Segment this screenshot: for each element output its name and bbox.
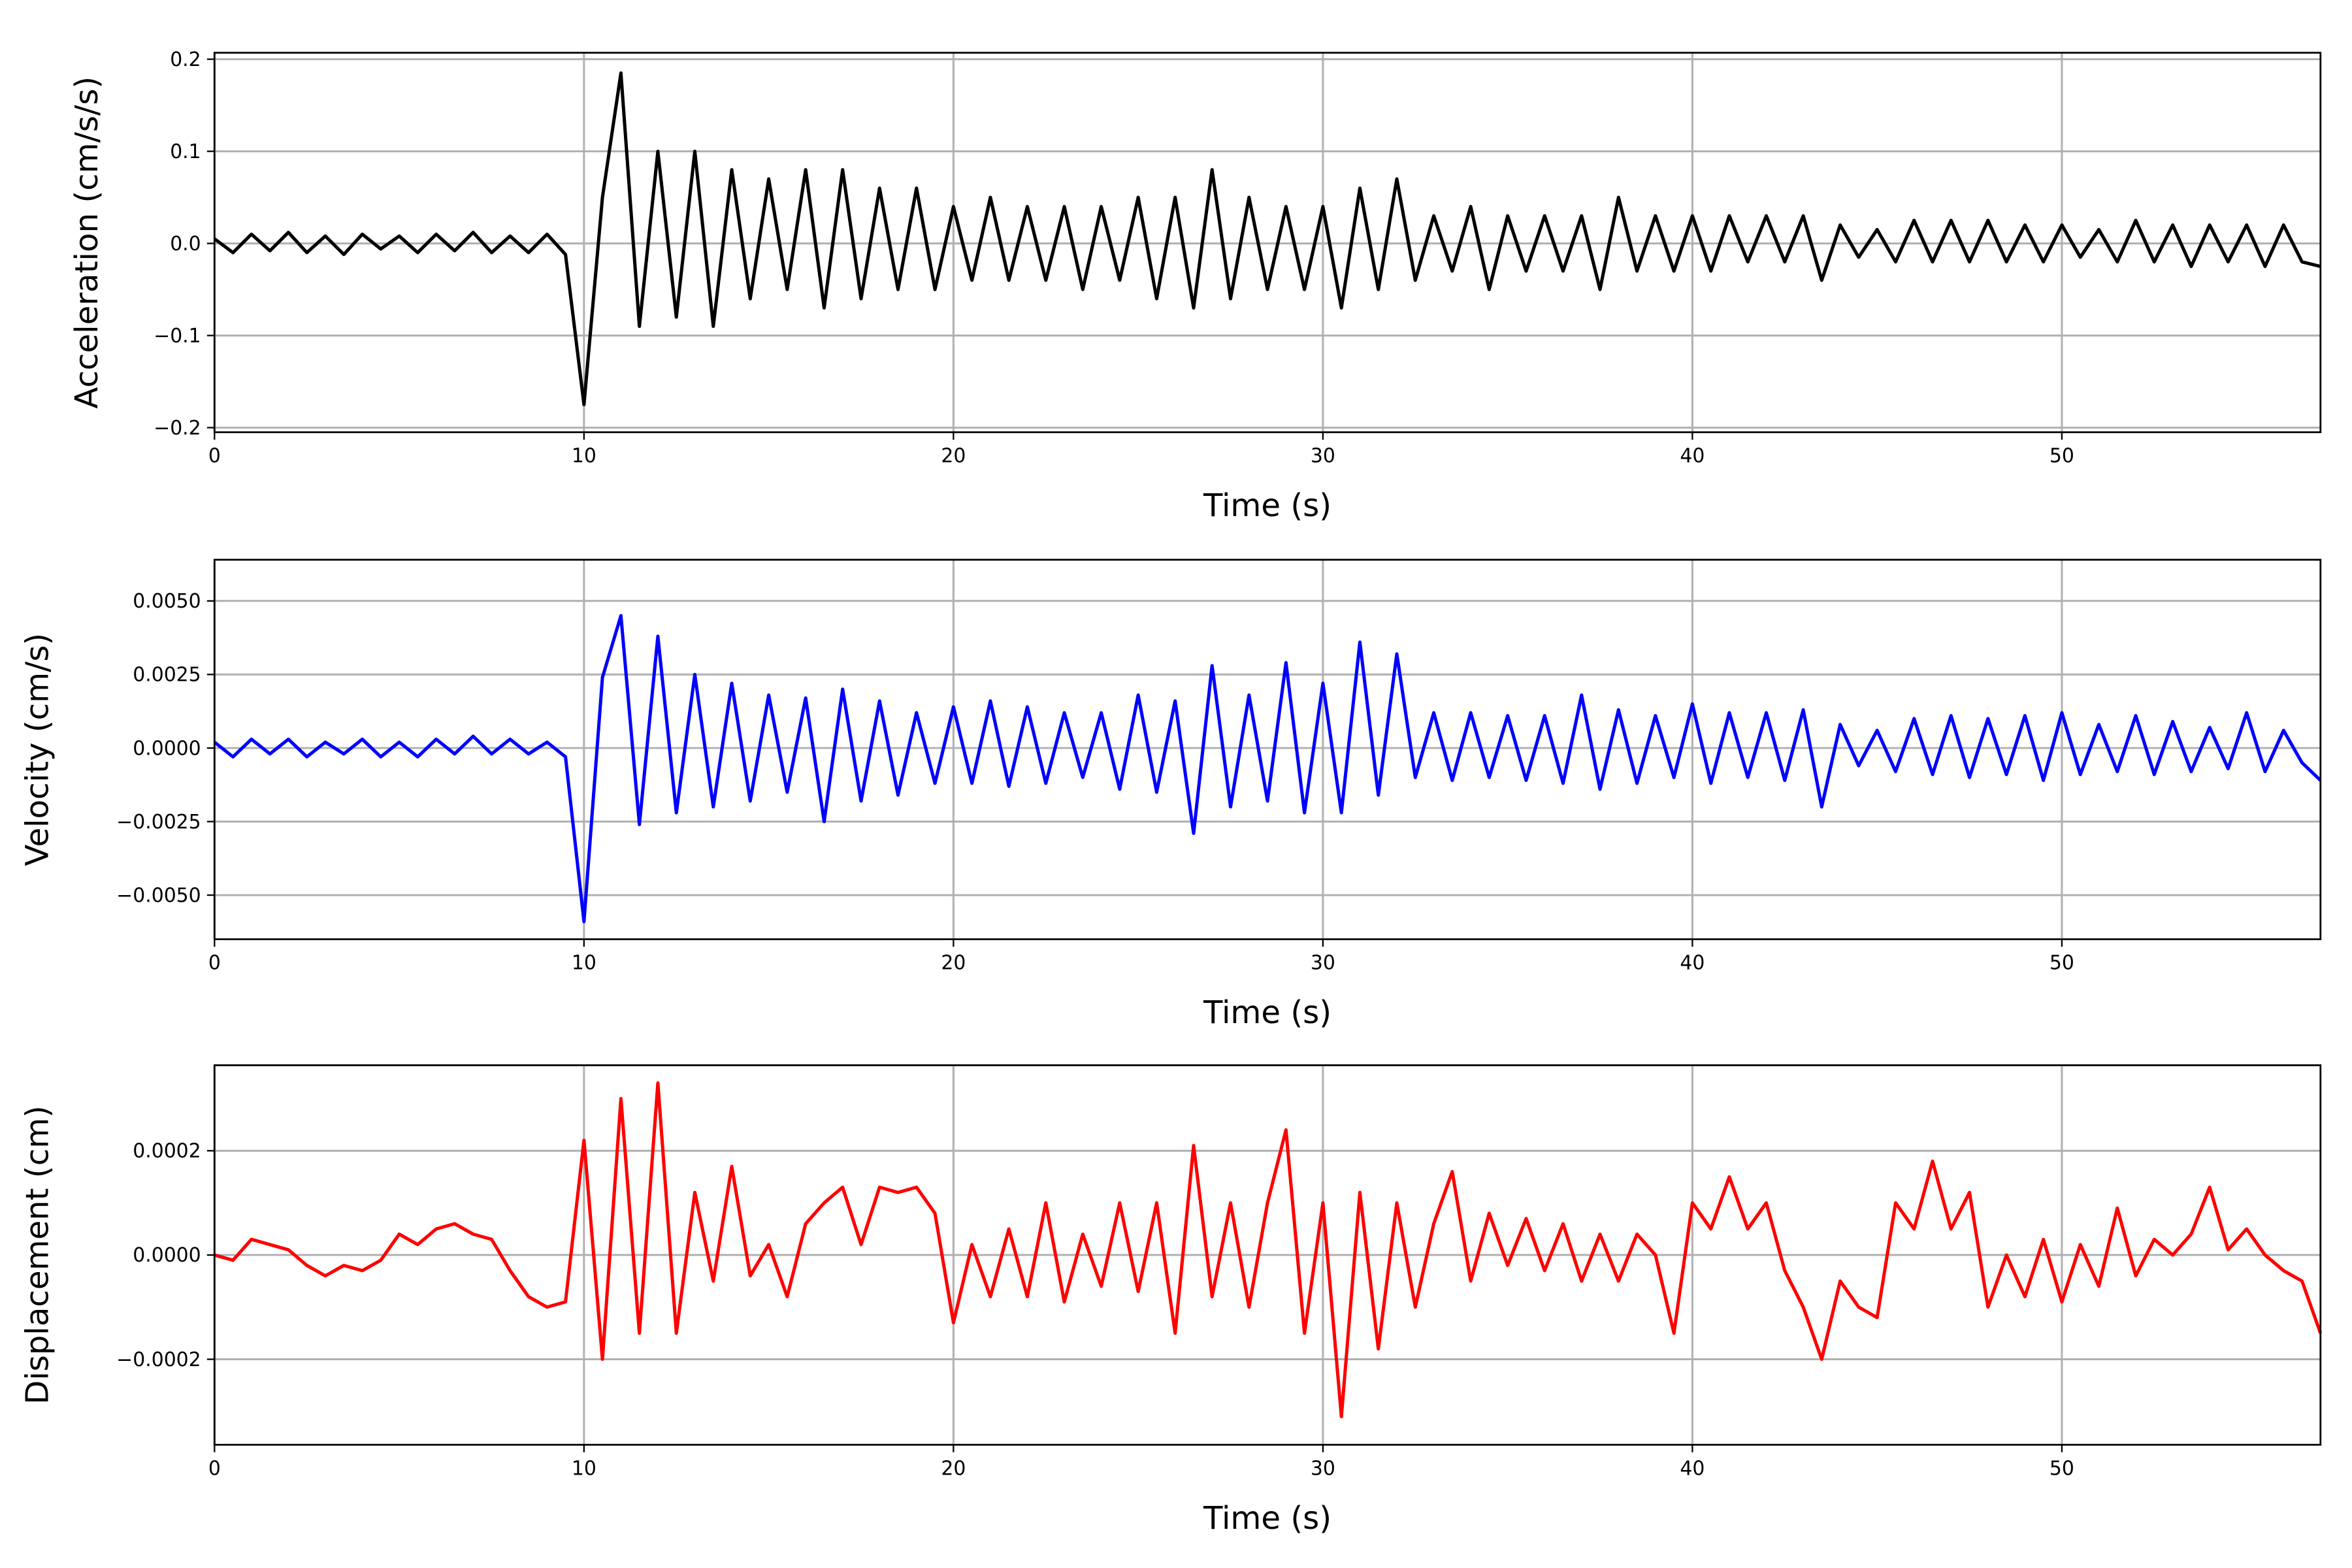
x-tick-label: 50 — [2050, 1457, 2074, 1480]
y-tick-label: 0.0050 — [133, 590, 201, 613]
data-line — [213, 613, 2322, 924]
x-tick-label: 50 — [2050, 445, 2074, 468]
x-tick-label: 10 — [572, 445, 596, 468]
x-tick-label: 40 — [1680, 1457, 1705, 1480]
axes-frame — [213, 1064, 2322, 1446]
y-tick-label: 0.0000 — [133, 1244, 201, 1267]
axes-frame — [213, 559, 2322, 941]
y-axis-label: Acceleration (cm/s/s) — [69, 76, 105, 409]
x-tick-label: 0 — [208, 952, 221, 975]
x-tick-label: 30 — [1311, 445, 1335, 468]
x-tick-label: 30 — [1311, 952, 1335, 975]
x-tick-label: 20 — [941, 445, 966, 468]
data-line — [213, 71, 2321, 406]
x-tick-label: 30 — [1311, 1457, 1335, 1480]
subplot: 0 10 20 30 40 50 −0.0050 −0.0025 0.0000 0.0025 0.0… — [19, 559, 2322, 1031]
x-tick-label: 40 — [1680, 445, 1705, 468]
x-tick-label: 50 — [2050, 952, 2074, 975]
x-tick-label: 10 — [572, 952, 596, 975]
y-tick-label: 0.1 — [170, 140, 201, 163]
y-tick-label: 0.0002 — [133, 1140, 201, 1163]
y-tick-label: −0.0025 — [116, 811, 201, 834]
data-line — [214, 1081, 2323, 1418]
x-axis-label: Time (s) — [1203, 1500, 1331, 1537]
x-tick-label: 40 — [1680, 952, 1705, 975]
y-axis-label: Velocity (cm/s) — [19, 633, 56, 866]
y-tick-label: 0.0000 — [133, 737, 201, 760]
y-tick-label: 0.2 — [170, 48, 201, 71]
y-tick-label: −0.2 — [154, 417, 201, 440]
x-axis-label: Time (s) — [1203, 994, 1331, 1031]
y-axis-label: Displacement (cm) — [19, 1105, 56, 1405]
y-tick-label: −0.0050 — [116, 884, 201, 907]
x-tick-label: 20 — [941, 952, 966, 975]
subplot: 0 10 20 30 40 50 −0.0002 0.0000 0.0002 Time (s) Di… — [19, 1064, 2323, 1537]
axes-frame — [213, 52, 2322, 433]
x-axis-label: Time (s) — [1203, 487, 1331, 524]
y-tick-label: 0.0 — [170, 233, 201, 255]
y-tick-label: 0.0025 — [133, 664, 201, 687]
x-tick-label: 0 — [208, 1457, 221, 1480]
x-tick-label: 0 — [208, 445, 221, 468]
y-tick-label: −0.1 — [154, 325, 201, 348]
x-tick-label: 20 — [941, 1457, 966, 1480]
y-tick-label: −0.0002 — [116, 1348, 201, 1371]
x-tick-label: 10 — [572, 1457, 596, 1480]
subplot: 0 10 20 30 40 50 −0.2 −0.1 0.0 0.1 0.2 Time (s) Acce… — [69, 48, 2322, 524]
